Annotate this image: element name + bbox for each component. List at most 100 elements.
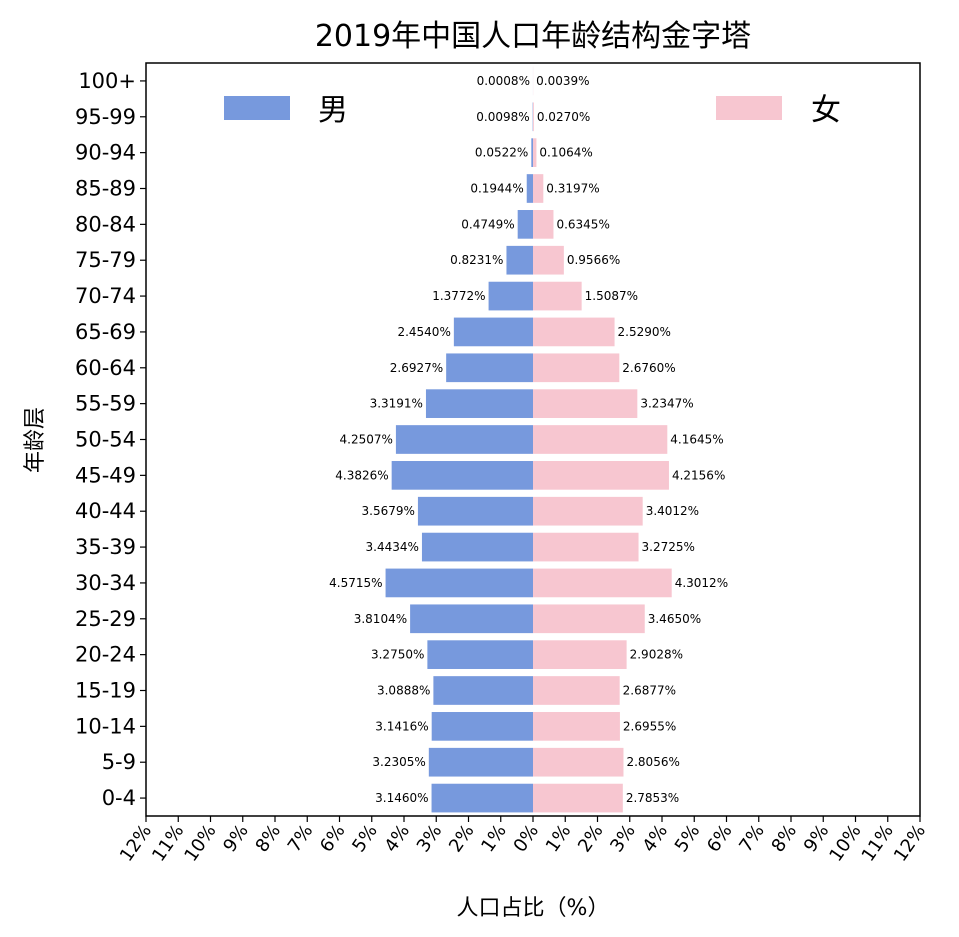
- y-axis: 0-4 5-9 10-14 15-19 20-24 25-29 30-34 35-39 40-4…: [75, 69, 146, 810]
- bar-male-55-59: [425, 389, 533, 418]
- y-tick-label-0-4: 0-4: [102, 786, 136, 810]
- bar-female-25-29: [533, 604, 645, 634]
- data-label-female-20-24: 2.9028%: [630, 648, 683, 662]
- bar-male-80-84: [517, 210, 533, 239]
- bar-male-20-24: [427, 640, 533, 669]
- y-tick-label-45-49: 45-49: [75, 463, 136, 487]
- bar-male-30-34: [385, 568, 533, 598]
- data-label-male-30-34: 4.5715%: [329, 576, 382, 590]
- bar-male-25-29: [410, 604, 533, 634]
- x-tick-label: 3%: [606, 821, 640, 856]
- data-label-male-80-84: 0.4749%: [461, 217, 514, 231]
- x-tick-label: 8%: [768, 821, 802, 856]
- x-tick-label: 0%: [510, 821, 544, 856]
- bar-male-35-39: [421, 532, 533, 562]
- x-tick-label: 2%: [445, 821, 479, 856]
- data-label-male-90-94: 0.0522%: [475, 146, 528, 160]
- bar-female-45-49: [533, 461, 669, 490]
- bar-male-50-54: [395, 425, 533, 454]
- data-label-female-35-39: 3.2725%: [642, 540, 695, 554]
- data-label-female-45-49: 4.2156%: [672, 468, 725, 482]
- y-tick-label-100+: 100+: [78, 69, 136, 93]
- bar-male-10-14: [431, 712, 533, 741]
- bar-male-15-19: [433, 676, 533, 705]
- data-label-male-45-49: 4.3826%: [335, 468, 388, 482]
- data-label-female-55-59: 3.2347%: [640, 397, 693, 411]
- bar-male-65-69: [453, 317, 533, 347]
- y-tick-label-80-84: 80-84: [75, 212, 136, 236]
- bar-male-0-4: [431, 783, 533, 813]
- data-label-female-60-64: 2.6760%: [622, 361, 675, 375]
- bar-female-35-39: [533, 532, 639, 562]
- data-label-male-50-54: 4.2507%: [340, 433, 393, 447]
- bar-female-30-34: [533, 568, 672, 598]
- bar-male-60-64: [446, 353, 533, 383]
- x-tick-label: 9%: [219, 821, 253, 856]
- x-tick-label: 12%: [116, 821, 156, 866]
- bar-female-10-14: [533, 712, 620, 741]
- data-label-female-10-14: 2.6955%: [623, 719, 676, 733]
- legend: 男女: [224, 93, 841, 128]
- bar-female-55-59: [533, 389, 638, 418]
- data-label-female-50-54: 4.1645%: [670, 433, 723, 447]
- data-label-male-15-19: 3.0888%: [377, 684, 430, 698]
- bar-male-90-94: [531, 138, 533, 167]
- bar-female-20-24: [533, 640, 627, 669]
- bar-male-85-89: [526, 174, 533, 203]
- bar-female-65-69: [533, 317, 615, 347]
- data-label-female-100+: 0.0039%: [536, 74, 589, 88]
- data-label-male-100+: 0.0008%: [477, 74, 530, 88]
- data-label-female-15-19: 2.6877%: [623, 684, 676, 698]
- legend-label-female: 女: [811, 93, 841, 128]
- y-tick-label-30-34: 30-34: [75, 571, 136, 595]
- data-label-male-70-74: 1.3772%: [432, 289, 485, 303]
- y-tick-label-85-89: 85-89: [75, 177, 136, 201]
- bar-male-70-74: [488, 281, 533, 311]
- data-label-male-40-44: 3.5679%: [362, 504, 415, 518]
- x-tick-label: 7%: [735, 821, 769, 856]
- data-label-male-55-59: 3.3191%: [370, 397, 423, 411]
- data-label-male-0-4: 3.1460%: [375, 791, 428, 805]
- bar-female-75-79: [533, 245, 564, 275]
- x-tick-label: 11%: [858, 821, 898, 866]
- x-axis-label: 人口占比（%）: [457, 896, 610, 921]
- y-axis-label: 年龄层: [23, 407, 48, 473]
- y-tick-label-65-69: 65-69: [75, 320, 136, 344]
- data-label-female-70-74: 1.5087%: [585, 289, 638, 303]
- plot-area: 3.1460% 3.2305% 3.1416% 3.0888% 3.2750% 3.810…: [329, 66, 728, 813]
- legend-swatch-male: [224, 96, 290, 120]
- data-label-male-25-29: 3.8104%: [354, 612, 407, 626]
- data-label-female-0-4: 2.7853%: [626, 791, 679, 805]
- data-label-female-25-29: 3.4650%: [648, 612, 701, 626]
- y-tick-label-55-59: 55-59: [75, 392, 136, 416]
- y-tick-label-5-9: 5-9: [102, 750, 136, 774]
- data-label-female-95-99: 0.0270%: [537, 110, 590, 124]
- data-label-female-40-44: 3.4012%: [646, 504, 699, 518]
- bar-female-70-74: [533, 281, 582, 311]
- data-label-male-60-64: 2.6927%: [390, 361, 443, 375]
- y-tick-label-15-19: 15-19: [75, 679, 136, 703]
- bar-male-75-79: [506, 245, 533, 275]
- y-tick-label-75-79: 75-79: [75, 248, 136, 272]
- x-tick-label: 4%: [381, 821, 415, 856]
- data-label-male-10-14: 3.1416%: [375, 719, 428, 733]
- data-label-male-85-89: 0.1944%: [470, 182, 523, 196]
- bar-female-95-99: [533, 102, 534, 132]
- bar-female-50-54: [533, 425, 668, 454]
- y-tick-label-90-94: 90-94: [75, 141, 136, 165]
- data-label-male-20-24: 3.2750%: [371, 648, 424, 662]
- y-tick-label-50-54: 50-54: [75, 428, 136, 452]
- x-tick-label: 3%: [413, 821, 447, 856]
- bar-male-45-49: [391, 461, 533, 490]
- x-axis: 12%11%10%9%8%7%6%5%4%3%2%1%0%1%2%3%4%5%6…: [116, 816, 930, 866]
- x-tick-label: 5%: [671, 821, 705, 856]
- y-tick-label-70-74: 70-74: [75, 284, 136, 308]
- y-tick-label-25-29: 25-29: [75, 607, 136, 631]
- data-label-female-65-69: 2.5290%: [618, 325, 671, 339]
- chart-title: 2019年中国人口年龄结构金字塔: [315, 19, 751, 54]
- data-label-female-5-9: 2.8056%: [626, 755, 679, 769]
- bar-female-80-84: [533, 210, 554, 239]
- x-tick-label: 7%: [284, 821, 318, 856]
- y-tick-label-35-39: 35-39: [75, 535, 136, 559]
